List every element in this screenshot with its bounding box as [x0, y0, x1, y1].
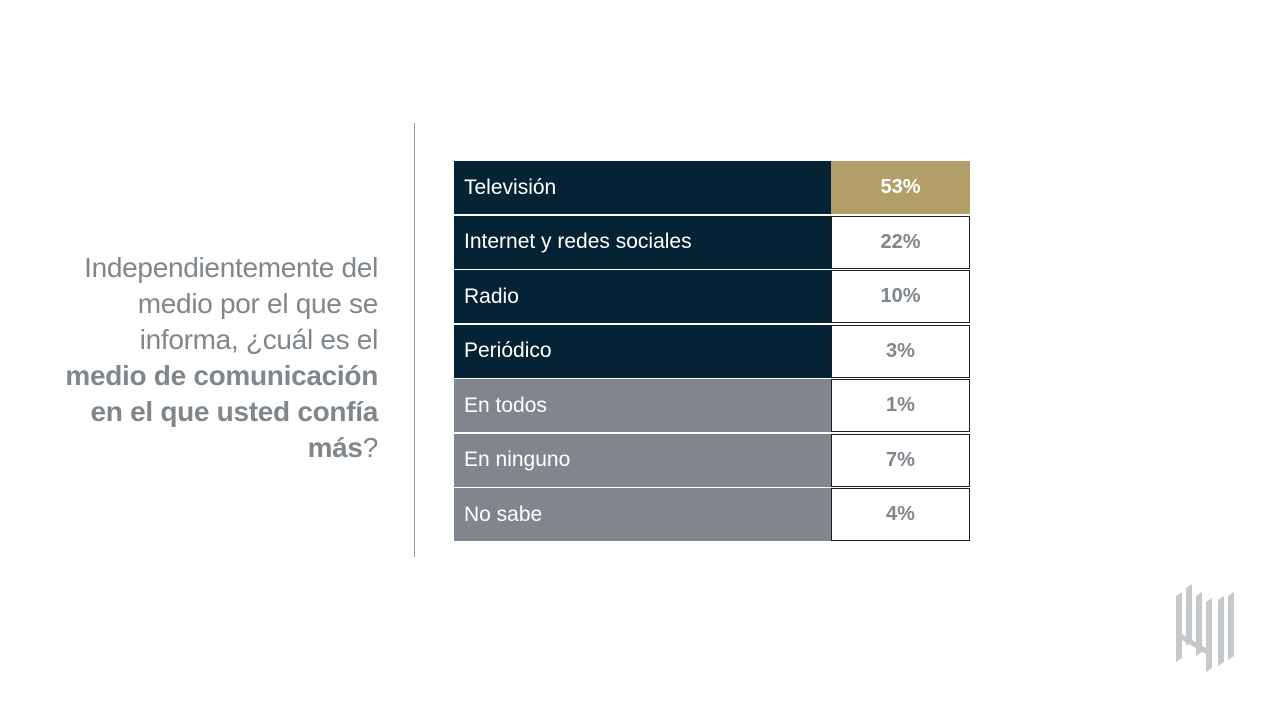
question-line-1: Independientemente del — [84, 252, 378, 283]
row-value: 4% — [831, 488, 970, 541]
brand-logo-icon — [1176, 584, 1234, 672]
row-label: Televisión — [454, 161, 831, 214]
row-value: 1% — [831, 379, 970, 432]
table-row: Periódico 3% — [454, 324, 970, 378]
table-row: Radio 10% — [454, 270, 970, 323]
row-value: 10% — [831, 270, 970, 323]
row-value: 53% — [831, 161, 970, 214]
table-row: En todos 1% — [454, 379, 970, 432]
question-bold-2: en el que usted confía — [90, 396, 379, 427]
row-label: Periódico — [454, 324, 831, 378]
row-label: Internet y redes sociales — [454, 215, 831, 269]
table-row: En ninguno 7% — [454, 433, 970, 487]
table-row: Televisión 53% — [454, 161, 970, 214]
vertical-divider — [414, 123, 415, 557]
question-bold-3: más — [307, 432, 363, 463]
row-value: 7% — [831, 433, 970, 487]
row-label: No sabe — [454, 488, 831, 541]
question-text: Independientemente del medio por el que … — [40, 250, 378, 466]
results-table: Televisión 53% Internet y redes sociales 22… — [454, 161, 970, 543]
row-label: En todos — [454, 379, 831, 432]
table-row: Internet y redes sociales 22% — [454, 215, 970, 269]
question-mark: ? — [362, 432, 379, 463]
row-label: Radio — [454, 270, 831, 323]
table-row: No sabe 4% — [454, 488, 970, 541]
question-line-3: informa, ¿cuál es el — [139, 324, 379, 355]
row-value: 22% — [831, 215, 970, 269]
row-value: 3% — [831, 324, 970, 378]
question-bold-1: medio de comunicación — [65, 360, 378, 391]
question-line-2: medio por el que se — [137, 288, 379, 319]
row-label: En ninguno — [454, 433, 831, 487]
